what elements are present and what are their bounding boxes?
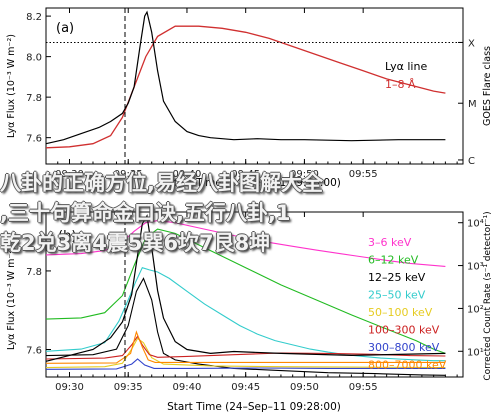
series-line-energy [45,358,446,370]
legend-b-item: 800–7000 keV [368,359,447,372]
series-line-lya [45,214,446,362]
panel-b-ylabel: Lyα Flux (10⁻³ W m⁻²) [6,246,17,350]
y2-tick-label: 10² [467,304,484,315]
x-tick-label: 09:30 [55,169,84,180]
x-tick-label: 09:55 [349,169,378,180]
panel-b: (b) Lyα Flux (10⁻³ W m⁻²) Corrected Coun… [6,211,493,413]
y-tick-label: 7.6 [26,134,42,145]
legend-b-item: 100–300 keV [368,324,440,337]
series-line-energy [45,330,446,364]
x-tick-label: 09:55 [349,382,378,393]
panel-a-legend: Lyα line 1–8 Å [385,60,427,91]
panel-a-frame [45,7,464,165]
legend-b-item: 300–800 keV [368,341,440,354]
y-tick-label: 7.6 [26,346,42,357]
overlay-text-line-1: 八卦的正确方位,易经八卦图解大全 [0,171,323,195]
panel-a-xlabel: Start Time (24–Sep–11 09:28:00) [167,177,341,189]
series-line-energy [45,220,446,267]
y2-tick-label: 10¹ [467,347,484,358]
x-tick-label: 09:35 [114,382,143,393]
overlay-text-line-2: ,三十句算命金口诀,五行八卦,1 [0,201,291,225]
panel-b-legend: 3–6 keV 6–12 keV 12–25 keV 25–50 keV 50–100 … [368,236,447,372]
x-tick-label: 09:45 [231,169,260,180]
series-line-energy [45,277,446,376]
x-tick-label: 09:35 [114,169,143,180]
panel-b-label: (b) [58,229,76,244]
panel-b-frame [45,211,464,378]
panel-a-label: (a) [56,21,74,36]
series-line-goes [45,25,446,149]
x-tick-label: 09:40 [173,169,202,180]
x-tick-label: 09:45 [231,382,260,393]
panel-b-y2-label: Corrected Count Rate (s⁻¹ detector⁻¹) [483,211,493,380]
panel-a: (a) Lyα Flux (10⁻³ W m⁻²) GOES Flare cla… [6,7,493,180]
series-line-energy [45,267,446,362]
legend-b-item: 50–100 keV [368,306,433,319]
x-tick-label: 09:40 [173,382,202,393]
y-tick-label: 8.2 [26,12,42,23]
series-line-energy [45,337,446,369]
legend-a-item-0: Lyα line [385,60,427,73]
legend-a-item-1: 1–8 Å [385,78,416,91]
panel-a-right-axis-title: GOES Flare class [482,46,493,126]
x-tick-label: 09:30 [55,382,84,393]
x-tick-label: 09:50 [290,169,319,180]
right-class-label: X [468,38,475,49]
panel-a-ylabel: Lyα Flux (10⁻³ W m⁻²) [6,34,17,138]
overlay-text-line-3: 乾2兑3离4震5巽6坎7艮8坤 [0,231,271,255]
right-class-label: C [468,156,475,167]
legend-b-item: 25–50 keV [368,289,426,302]
y2-tick-label: 10³ [467,262,484,273]
legend-b-item: 6–12 keV [368,254,419,267]
legend-b-item: 12–25 keV [368,271,426,284]
y-tick-label: 7.8 [26,267,42,278]
x-tick-label: 09:50 [290,382,319,393]
panel-b-xlabel: Start Time (24–Sep–11 09:28:00) [167,401,341,413]
series-line-energy [45,228,446,354]
legend-b-item: 3–6 keV [368,236,412,249]
right-class-label: M [468,99,477,110]
y-tick-label: 8.0 [26,53,42,64]
series-line-lya [45,10,446,145]
y2-tick-label: 10⁴ [467,219,484,230]
y-tick-label: 7.8 [26,93,42,104]
